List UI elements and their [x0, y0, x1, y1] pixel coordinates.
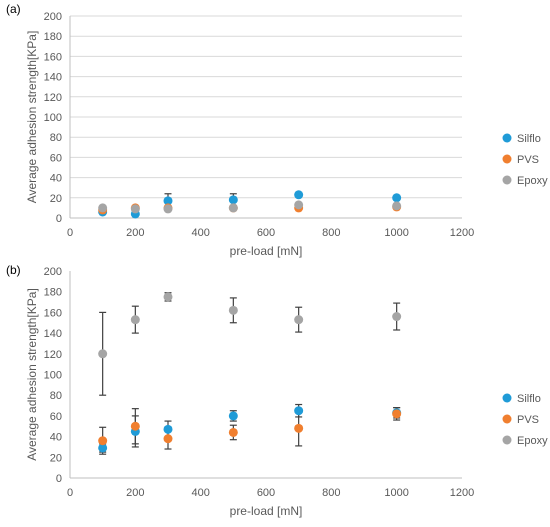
y-tick-label: 60	[50, 411, 62, 423]
legend-marker-pvs	[502, 414, 512, 424]
data-point-epoxy	[98, 349, 108, 359]
data-point-silflo	[228, 195, 238, 205]
x-tick-label: 1200	[450, 487, 474, 499]
legend-marker-epoxy	[502, 435, 512, 445]
y-tick-label: 40	[50, 173, 62, 185]
data-point-silflo	[98, 443, 108, 453]
data-point-epoxy	[228, 305, 238, 315]
x-tick-label: 400	[191, 487, 209, 499]
data-point-silflo	[163, 196, 173, 206]
data-point-silflo	[294, 406, 304, 416]
data-point-silflo	[163, 424, 173, 434]
y-tick-label: 120	[44, 92, 62, 104]
x-tick-label: 0	[67, 227, 73, 239]
data-point-epoxy	[98, 203, 108, 213]
panel-b: (b) 0 20 40 60 80 100 120 140 160 180 200 0 200 400 600…	[6, 263, 548, 518]
x-axis-title: pre-load [mN]	[230, 504, 303, 518]
x-tick-label: 600	[257, 487, 275, 499]
y-tick-label: 100	[44, 370, 62, 382]
x-tick-label: 0	[67, 487, 73, 499]
x-tick-label: 200	[126, 487, 144, 499]
data-point-epoxy	[130, 204, 140, 214]
legend-label: Silflo	[517, 393, 541, 405]
y-tick-label: 140	[44, 328, 62, 340]
x-tick-label: 200	[126, 227, 144, 239]
x-axis-title: pre-load [mN]	[230, 244, 303, 258]
y-tick-label: 200	[44, 266, 62, 278]
panel-label: (a)	[6, 2, 21, 16]
y-tick-label: 140	[44, 72, 62, 84]
data-point-epoxy	[228, 203, 238, 213]
y-axis-title: Average adhesion strength[KPa]	[25, 31, 39, 204]
data-point-epoxy	[163, 292, 173, 302]
data-point-pvs	[228, 427, 238, 437]
data-point-epoxy	[392, 201, 402, 211]
legend-label: PVS	[517, 414, 539, 426]
data-point-epoxy	[294, 315, 304, 325]
y-tick-label: 20	[50, 193, 62, 205]
legend-label: Epoxy	[517, 435, 548, 447]
legend-label: PVS	[517, 154, 539, 166]
x-tick-label: 400	[191, 227, 209, 239]
data-point-epoxy	[130, 315, 140, 325]
legend-label: Epoxy	[517, 175, 548, 187]
data-point-silflo	[294, 190, 304, 200]
y-tick-label: 200	[44, 11, 62, 23]
legend-label: Silflo	[517, 133, 541, 145]
data-point-pvs	[98, 436, 108, 446]
legend-marker-silflo	[502, 133, 512, 143]
y-tick-label: 180	[44, 287, 62, 299]
y-tick-label: 0	[56, 213, 62, 225]
data-point-pvs	[294, 423, 304, 433]
data-point-pvs	[130, 421, 140, 431]
data-point-pvs	[163, 434, 173, 444]
legend-marker-epoxy	[502, 175, 512, 185]
y-tick-label: 20	[50, 452, 62, 464]
y-tick-label: 180	[44, 31, 62, 43]
x-tick-label: 1000	[384, 227, 408, 239]
panel-label: (b)	[6, 263, 21, 277]
data-point-silflo	[228, 411, 238, 421]
legend-marker-silflo	[502, 393, 512, 403]
data-point-silflo	[392, 193, 402, 203]
x-tick-label: 1000	[384, 487, 408, 499]
data-point-epoxy	[392, 312, 402, 322]
x-tick-label: 1200	[450, 227, 474, 239]
y-tick-label: 60	[50, 152, 62, 164]
y-tick-label: 160	[44, 51, 62, 63]
y-tick-label: 40	[50, 432, 62, 444]
y-axis-title: Average adhesion strength[KPa]	[25, 288, 39, 461]
y-tick-label: 160	[44, 307, 62, 319]
y-tick-label: 100	[44, 112, 62, 124]
y-tick-label: 0	[56, 473, 62, 485]
legend-marker-pvs	[502, 154, 512, 164]
x-tick-label: 800	[322, 487, 340, 499]
x-tick-label: 600	[257, 227, 275, 239]
y-tick-label: 120	[44, 349, 62, 361]
data-point-epoxy	[294, 200, 304, 210]
y-tick-label: 80	[50, 132, 62, 144]
x-tick-label: 800	[322, 227, 340, 239]
panel-a: (a) 0 20 40 60 80 100 120 140 160 180 200 0 200 400 600…	[6, 2, 548, 258]
data-point-pvs	[392, 409, 402, 419]
y-tick-label: 80	[50, 390, 62, 402]
data-point-epoxy	[163, 204, 173, 214]
